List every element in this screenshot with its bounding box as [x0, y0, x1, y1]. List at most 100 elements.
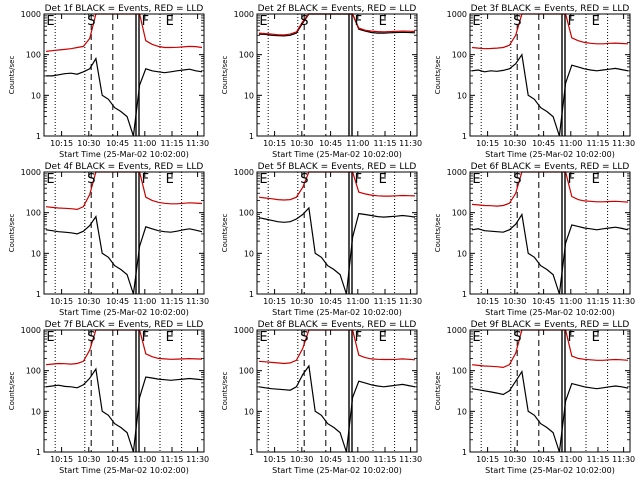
y-tick-label: 1000 [234, 168, 254, 177]
x-tick-label: 10:45 [106, 139, 129, 148]
x-tick-label: 10:45 [319, 139, 342, 148]
x-tick-label: 11:15 [160, 455, 183, 464]
marker-letter: F [355, 14, 362, 29]
y-tick-label: 1000 [447, 326, 467, 335]
x-tick-label: 11:15 [586, 139, 609, 148]
x-tick-label: 10:45 [532, 297, 555, 306]
lld-series-line [258, 13, 416, 36]
lld-series-line [45, 329, 203, 366]
x-tick-label: 11:00 [559, 297, 582, 306]
detector-panel: Det 9f BLACK = Events, RED = LLD Counts/s… [434, 320, 635, 475]
x-axis-label: Start Time (25-Mar-02 10:02:00) [59, 150, 189, 159]
detector-panel: Det 5f BLACK = Events, RED = LLD Counts/s… [221, 162, 422, 317]
y-tick-label: 100 [26, 51, 41, 60]
marker-letter: E [472, 14, 480, 29]
y-tick-label: 100 [239, 51, 254, 60]
events-series-line [471, 369, 629, 453]
x-tick-label: 11:30 [186, 297, 209, 306]
x-tick-label: 10:15 [50, 455, 73, 464]
marker-letter: E [46, 14, 54, 29]
marker-letter: E [46, 330, 54, 345]
marker-letter: F [355, 172, 362, 187]
y-tick-label: 100 [239, 367, 254, 376]
detector-panel: Det 3f BLACK = Events, RED = LLD Counts/s… [434, 4, 635, 159]
x-axis-label: Start Time (25-Mar-02 10:02:00) [485, 150, 615, 159]
marker-letter: E [166, 172, 174, 187]
marker-letter: E [166, 14, 174, 29]
y-tick-label: 10 [244, 249, 254, 258]
x-tick-label: 11:15 [373, 297, 396, 306]
y-tick-label: 10 [31, 407, 41, 416]
marker-letter: F [355, 330, 362, 345]
detector-panel: Det 8f BLACK = Events, RED = LLD Counts/s… [221, 320, 422, 475]
panel-title: Det 1f BLACK = Events, RED = LLD [45, 4, 204, 14]
marker-letter: E [472, 330, 480, 345]
x-tick-label: 11:00 [346, 455, 369, 464]
marker-letter: E [379, 14, 387, 29]
y-axis-label: Counts/sec [221, 214, 229, 253]
y-tick-label: 1 [249, 132, 254, 141]
y-axis-label: Counts/sec [8, 214, 16, 253]
detector-panel: Det 7f BLACK = Events, RED = LLD Counts/s… [8, 320, 209, 475]
y-tick-label: 100 [239, 209, 254, 218]
x-tick-label: 11:15 [586, 455, 609, 464]
y-axis-label: Counts/sec [434, 214, 442, 253]
x-tick-label: 10:30 [503, 297, 526, 306]
y-tick-label: 1000 [234, 326, 254, 335]
plot-frame [256, 13, 418, 137]
marker-letter: S [87, 14, 95, 29]
plot-frame [469, 171, 631, 295]
events-series-line [258, 206, 416, 295]
x-tick-label: 11:15 [373, 455, 396, 464]
marker-letter: E [472, 172, 480, 187]
x-tick-label: 11:15 [586, 297, 609, 306]
x-tick-label: 11:15 [160, 139, 183, 148]
marker-letter: F [568, 14, 575, 29]
marker-letter: E [46, 172, 54, 187]
plot-frame [43, 13, 205, 137]
marker-letter: E [592, 14, 600, 29]
y-tick-label: 1000 [447, 168, 467, 177]
y-axis-label: Counts/sec [8, 56, 16, 95]
plot-frame [256, 329, 418, 453]
marker-letter: S [513, 330, 521, 345]
x-tick-label: 11:00 [133, 139, 156, 148]
y-tick-label: 1 [249, 448, 254, 457]
x-tick-label: 10:15 [50, 139, 73, 148]
marker-letter: F [142, 330, 149, 345]
x-tick-label: 11:30 [186, 455, 209, 464]
y-axis-label: Counts/sec [221, 372, 229, 411]
x-tick-label: 10:15 [476, 139, 499, 148]
y-tick-label: 1000 [21, 326, 41, 335]
y-tick-label: 1000 [234, 10, 254, 19]
x-tick-label: 10:30 [503, 455, 526, 464]
x-tick-label: 11:30 [612, 455, 635, 464]
marker-letter: E [259, 330, 267, 345]
panel-title: Det 9f BLACK = Events, RED = LLD [471, 320, 630, 330]
y-axis-label: Counts/sec [434, 56, 442, 95]
marker-letter: S [87, 172, 95, 187]
y-tick-label: 100 [26, 367, 41, 376]
marker-letter: E [166, 330, 174, 345]
lld-series-line [258, 329, 416, 365]
x-tick-label: 10:15 [263, 455, 286, 464]
x-tick-label: 10:30 [503, 139, 526, 148]
x-tick-label: 10:45 [106, 297, 129, 306]
x-tick-label: 10:15 [476, 297, 499, 306]
x-tick-label: 11:30 [399, 455, 422, 464]
x-axis-label: Start Time (25-Mar-02 10:02:00) [272, 150, 402, 159]
y-axis-label: Counts/sec [221, 56, 229, 95]
x-tick-label: 10:45 [532, 455, 555, 464]
x-tick-label: 10:45 [319, 455, 342, 464]
x-tick-label: 11:30 [186, 139, 209, 148]
marker-letter: S [87, 330, 95, 345]
marker-letter: F [142, 172, 149, 187]
marker-letter: S [300, 172, 308, 187]
y-tick-label: 100 [26, 209, 41, 218]
events-series-line [471, 212, 629, 295]
x-tick-label: 10:15 [263, 297, 286, 306]
panel-title: Det 6f BLACK = Events, RED = LLD [471, 162, 630, 172]
y-tick-label: 1000 [447, 10, 467, 19]
x-tick-label: 11:30 [399, 297, 422, 306]
